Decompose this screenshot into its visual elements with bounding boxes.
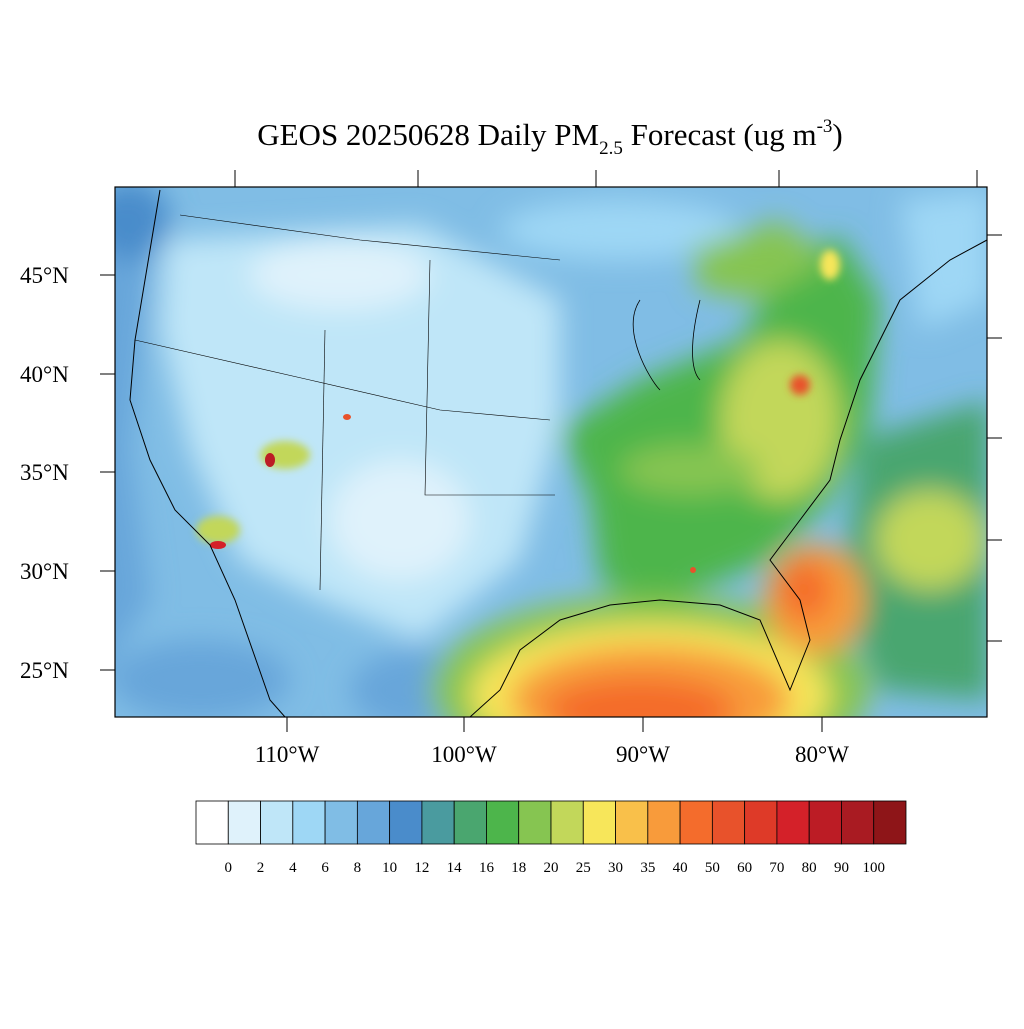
colorbar-box bbox=[389, 800, 423, 845]
colorbar-label: 16 bbox=[479, 860, 495, 876]
colorbar-label: 70 bbox=[769, 860, 784, 876]
colorbar-label: 25 bbox=[576, 860, 591, 876]
colorbar-box bbox=[808, 800, 842, 845]
colorbar-box bbox=[679, 800, 713, 845]
colorbar-box bbox=[356, 800, 391, 845]
colorbar-box bbox=[292, 800, 326, 845]
colorbar-label: 10 bbox=[382, 860, 397, 876]
colorbar-label: 4 bbox=[289, 860, 297, 876]
frame-ticks bbox=[234, 170, 1002, 642]
colorbar-box bbox=[873, 800, 907, 845]
colorbar-label: 40 bbox=[673, 860, 688, 876]
map-frame bbox=[114, 186, 988, 718]
colorbar-box bbox=[776, 800, 810, 845]
colorbar-label: 100 bbox=[862, 860, 885, 876]
colorbar-label: 6 bbox=[321, 860, 329, 876]
lat-label: 30°N bbox=[20, 559, 69, 584]
colorbar-box bbox=[518, 800, 552, 845]
lat-label: 40°N bbox=[20, 362, 69, 387]
colorbar-box bbox=[711, 800, 746, 845]
title-superscript: -3 bbox=[817, 116, 833, 137]
map-field bbox=[115, 187, 987, 717]
title-main: GEOS 20250628 Daily PM bbox=[257, 117, 599, 152]
colorbar-box bbox=[615, 800, 649, 845]
lon-label: 100°W bbox=[431, 742, 497, 767]
lon-label: 80°W bbox=[795, 742, 849, 767]
colorbar: 0 2 4 6 8 10 12 14 16 18 20 25 30 35 40 50 60 70 80 90 100 bbox=[195, 800, 907, 876]
colorbar-label: 90 bbox=[834, 860, 849, 876]
lat-label: 35°N bbox=[20, 460, 69, 485]
colorbar-box bbox=[486, 800, 520, 845]
colorbar-box bbox=[227, 800, 261, 845]
colorbar-box bbox=[260, 800, 294, 845]
lat-label: 25°N bbox=[20, 658, 69, 683]
title-middle: Forecast (ug m bbox=[623, 117, 817, 152]
colorbar-box bbox=[421, 800, 455, 845]
colorbar-label: 30 bbox=[608, 860, 623, 876]
colorbar-label: 14 bbox=[447, 860, 463, 876]
colorbar-label: 8 bbox=[354, 860, 362, 876]
colorbar-label: 80 bbox=[802, 860, 817, 876]
lat-label: 45°N bbox=[20, 263, 69, 288]
colorbar-box bbox=[324, 800, 358, 845]
colorbar-box bbox=[841, 800, 875, 845]
colorbar-box bbox=[744, 800, 778, 845]
colorbar-label: 50 bbox=[705, 860, 720, 876]
colorbar-label: 60 bbox=[737, 860, 752, 876]
colorbar-label: 2 bbox=[257, 860, 265, 876]
title-end: ) bbox=[832, 117, 842, 152]
colorbar-box bbox=[195, 800, 229, 845]
colorbar-box bbox=[647, 800, 681, 845]
lon-label: 90°W bbox=[616, 742, 670, 767]
colorbar-label: 35 bbox=[640, 860, 655, 876]
colorbar-label: 18 bbox=[511, 860, 526, 876]
colorbar-box bbox=[453, 800, 487, 845]
title-subscript: 2.5 bbox=[599, 138, 623, 159]
title: GEOS 20250628 Daily PM2.5 Forecast (ug m… bbox=[257, 116, 843, 159]
colorbar-label: 0 bbox=[225, 860, 233, 876]
lon-label: 110°W bbox=[255, 742, 320, 767]
colorbar-label: 12 bbox=[414, 860, 429, 876]
colorbar-box bbox=[550, 800, 584, 845]
colorbar-box bbox=[582, 800, 616, 845]
colorbar-label: 20 bbox=[544, 860, 559, 876]
axis-labels: 45°N 40°N 35°N 30°N 25°N 110°W 100°W 90°W 80°W bbox=[20, 263, 849, 767]
